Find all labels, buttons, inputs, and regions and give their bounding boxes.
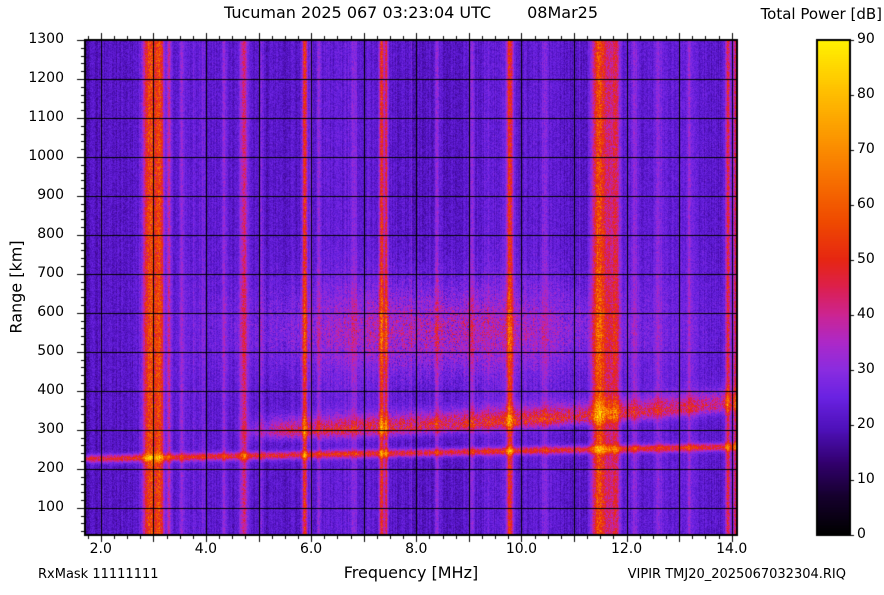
x-axis-title: Frequency [MHz]	[343, 563, 479, 582]
colorbar-tick-label: 70	[857, 141, 875, 157]
colorbar-tick-label: 80	[857, 86, 875, 102]
y-tick-label: 100	[37, 498, 64, 515]
colorbar-tick-label: 20	[857, 416, 875, 432]
x-tick-label: 14.0	[716, 541, 748, 557]
y-tick-label: 1200	[28, 69, 64, 86]
x-tick-label: 6.0	[299, 541, 323, 557]
colorbar-tick-label: 60	[857, 196, 875, 212]
colorbar-tick-label: 50	[857, 251, 875, 267]
x-tick-label: 12.0	[610, 541, 643, 557]
x-tick-label: 4.0	[194, 541, 218, 557]
y-tick-label: 1000	[28, 147, 64, 164]
colorbar-tick-label: 0	[857, 526, 866, 542]
x-tick-label: 2.0	[89, 541, 112, 557]
plot-date: 08Mar25	[527, 3, 599, 22]
y-tick-label: 300	[37, 420, 64, 437]
rxmask-label: RxMask 11111111	[38, 567, 159, 582]
plot-title: Tucuman 2025 067 03:23:04 UTC	[223, 3, 492, 22]
colorbar-tick-label: 90	[857, 31, 875, 47]
y-tick-label: 800	[37, 225, 64, 242]
y-tick-label: 1100	[28, 108, 64, 125]
colorbar-tick-label: 10	[857, 471, 875, 487]
colorbar-title: Total Power [dB]	[760, 5, 882, 23]
colorbar-tick-label: 30	[857, 361, 875, 377]
filename-label: VIPIR TMJ20_2025067032304.RIQ	[627, 567, 846, 582]
title-row: Tucuman 2025 067 03:23:04 UTC 08Mar25	[85, 3, 737, 22]
y-tick-label: 200	[37, 459, 64, 476]
y-tick-label: 900	[37, 186, 64, 203]
x-tick-label: 10.0	[505, 541, 537, 557]
y-tick-label: 600	[37, 303, 64, 320]
y-tick-label: 400	[37, 381, 64, 398]
colorbar-tick-label: 40	[857, 306, 875, 322]
x-tick-label: 8.0	[405, 541, 428, 557]
y-tick-label: 500	[37, 342, 64, 359]
y-tick-label: 1300	[28, 31, 64, 47]
y-tick-label: 700	[37, 264, 64, 281]
